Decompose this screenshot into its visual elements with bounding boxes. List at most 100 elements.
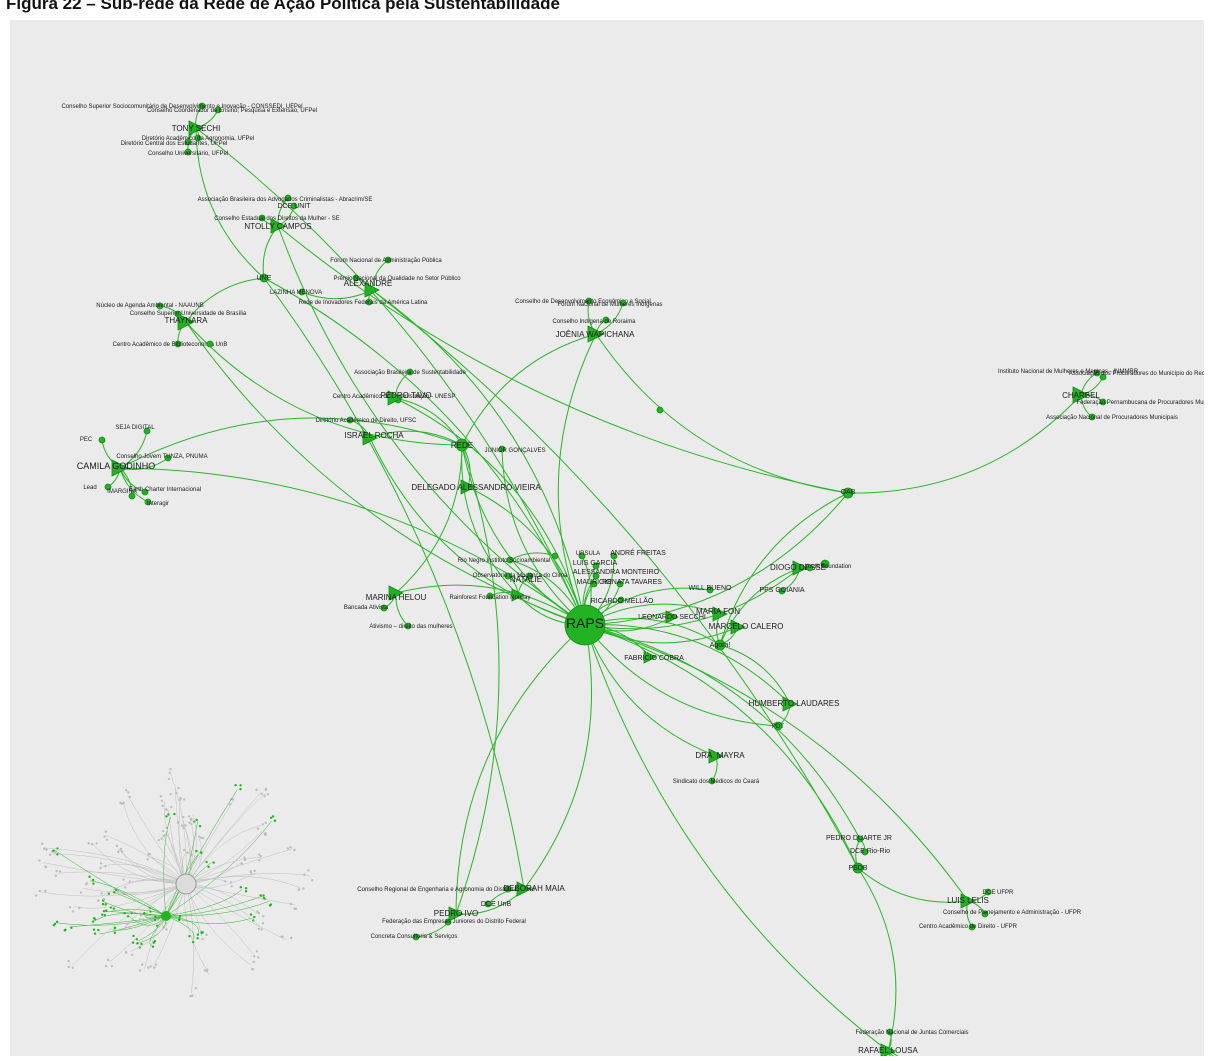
node-cons_ufpr[interactable]: Conselho de Planejamento e Administração…	[943, 910, 1082, 918]
node-pedro_ivo[interactable]: PEDRO IVO	[434, 906, 478, 922]
node-fenaju[interactable]: Federação Nacional de Juntas Comerciais	[855, 1028, 969, 1036]
node-une[interactable]: UNE	[257, 273, 272, 283]
node-rede_inov[interactable]: Rede de Inovadores Federais da América L…	[299, 298, 428, 306]
node-ricardo[interactable]: RICARDO MELLÃO	[591, 596, 654, 605]
node-pdt[interactable]: PDT	[772, 721, 784, 731]
node-deb_maia[interactable]: DEBORAH MAIA	[503, 881, 565, 897]
node-dce_ufpel[interactable]: Diretório Central dos Estudantes, UFPel	[121, 138, 228, 147]
node-rede[interactable]: REDE	[451, 438, 473, 452]
node-ifrs[interactable]	[656, 406, 664, 414]
node-luis_garcia[interactable]: LUIS GARCIA	[573, 560, 618, 570]
node-abracrim[interactable]: Associação Brasileira dos Advogados Crim…	[198, 194, 373, 203]
node-nolly[interactable]: NTOLLY CAMPOS	[244, 218, 312, 234]
minimap-node	[40, 842, 44, 846]
node-mayra[interactable]: DRA. MAYRA	[695, 748, 745, 764]
minimap-node	[297, 888, 300, 892]
node-interagir[interactable]: Interagir	[144, 498, 169, 507]
network-graph[interactable]: RAPS REDE OAB PSDB UNE PDT Agora! Conselho Univ…	[10, 20, 1204, 1056]
node-agora[interactable]: Agora!	[710, 639, 731, 651]
node-pedro_duarte[interactable]: PEDRO DUARTE JR	[826, 835, 892, 843]
node-natalie[interactable]: NATALIE	[510, 575, 542, 602]
node-concreta[interactable]: Concreta Consultoria & Serviços	[371, 933, 458, 941]
node-crea[interactable]: Conselho Regional de Engenharia e Agrono…	[357, 885, 535, 893]
node-earth[interactable]: Earth Charter Internacional	[129, 487, 201, 496]
node-dir_agro[interactable]: Diretório Acadêmico da Agronomia, UFPel	[142, 134, 254, 142]
node-ca_unb2[interactable]	[206, 340, 214, 348]
node-pedro_tavo[interactable]: PEDRO TAVO	[380, 390, 432, 406]
node-junior[interactable]: JUNIOR GONÇALVES	[485, 445, 546, 454]
node-instituto_c[interactable]	[551, 552, 559, 560]
node-sind_med[interactable]: Sindicato dos Médicos do Ceará	[673, 777, 760, 785]
minimap-edge	[96, 913, 167, 921]
node-assoc_proc_recife[interactable]: Associação dos Procuradores do Município…	[1069, 371, 1204, 381]
node-label: Conselho de Desenvolvimento Econômico e …	[515, 299, 651, 305]
node-alexandre[interactable]: ALEXANDRE	[344, 279, 392, 298]
graph-panel[interactable]: RAPS REDE OAB PSDB UNE PDT Agora! Conselho Univ…	[10, 20, 1204, 1056]
node-dce_unit[interactable]: DCE UNIT	[277, 202, 311, 210]
node-assoc_sust[interactable]: Associação Brasileira de Sustentabilidad…	[354, 368, 467, 376]
node-lead[interactable]: Lead	[83, 483, 112, 491]
node-alessandra[interactable]: ALESSANDRA MONTEIRO	[573, 569, 660, 580]
minimap-node	[101, 913, 104, 916]
node-cfp[interactable]	[820, 559, 830, 569]
node-israel[interactable]: ISRAEL ROCHA	[344, 430, 404, 446]
node-joenia[interactable]: JOÊNIA WAPICHANA	[556, 325, 635, 343]
node-cir[interactable]: Conselho Indígena de Roraima	[552, 316, 636, 325]
node-will[interactable]: WILL BUENO	[689, 585, 732, 594]
node-luis_lelis[interactable]: LUIS LELIS	[947, 893, 989, 909]
node-ativismo[interactable]: Ativismo – direito das mulheres	[369, 622, 453, 630]
node-delegado[interactable]: DELEGADO ALESSANDRO VIEIRA	[411, 479, 541, 495]
node-leonardo[interactable]: LEONARDO SECCHI	[638, 610, 706, 624]
node-dir_ufsc[interactable]: Diretório Acadêmico de Direito, UFSC	[316, 416, 417, 424]
node-pec[interactable]: PEC	[80, 436, 106, 444]
node-renata[interactable]: RENATA TAVARES	[602, 579, 662, 588]
node-psdb[interactable]: PSDB	[848, 862, 868, 874]
node-rainforest[interactable]: Rainforest Foundation Norway	[449, 592, 531, 601]
node-diogo[interactable]: DIOGO DESSE	[770, 560, 826, 576]
node-maria_fon[interactable]: MARIA FON	[696, 606, 740, 622]
node-forum_indig[interactable]: Fórum Nacional de Mulheres Indígenas	[557, 299, 663, 308]
node-seja_digital[interactable]: SEJA DIGITAL	[115, 425, 155, 435]
node-lazinha[interactable]: LAZINHA MENOVA	[270, 288, 322, 296]
node-tony[interactable]: TONY SECHI	[172, 120, 221, 136]
node-ca_unb[interactable]: Centro Acadêmico de Biblioteconomia UnB	[113, 340, 228, 348]
node-charbel[interactable]: CHARBEL	[1062, 386, 1100, 404]
node-fnap[interactable]: Fórum Nacional de Administração Pública	[330, 256, 442, 264]
node-ipartners[interactable]: IMARGINA	[107, 489, 137, 500]
node-fabricio[interactable]: FABRICIO COBRA	[624, 650, 684, 664]
node-raps[interactable]: RAPS	[564, 604, 606, 646]
node-mudanca[interactable]: Observatório da Mudança do Clima	[473, 572, 568, 580]
node-thaynara[interactable]: THAYNARA	[165, 313, 209, 331]
node-rio_negro[interactable]: Rio Negro Instituto Socioambiental	[458, 556, 550, 564]
node-consuni_ufpel[interactable]: Conselho Universitário, UFPel	[148, 148, 228, 157]
node-tunza[interactable]: Conselho Jovem TUNZA, PNUMA	[116, 454, 208, 462]
node-cedm[interactable]: Conselho Estadual dos Direitos da Mulher…	[214, 214, 340, 222]
node-fed_emp[interactable]: Federação das Empresas Juniores do Distr…	[382, 918, 526, 926]
node-humberto[interactable]: HUMBERTO LAUDARES	[749, 696, 840, 712]
node-dce_unb[interactable]: DCE UnB	[481, 900, 512, 908]
node-cons_desenv[interactable]: Conselho de Desenvolvimento Econômico e …	[515, 297, 651, 305]
node-consed_ufpel[interactable]: Conselho Superior Sociocomunitário de De…	[61, 102, 303, 110]
node-rafael[interactable]: RAFAEL LOUSA	[858, 1043, 919, 1056]
node-oc[interactable]	[526, 572, 534, 580]
node-ppsgoiania[interactable]: PPS GOIANIA	[759, 587, 805, 595]
node-naaunb[interactable]: Núcleo de Agenda Ambiental - NAAUNB	[96, 302, 204, 310]
node-andre_freitas[interactable]: ANDRÉ FREITAS	[610, 548, 666, 560]
node-mauricio[interactable]: MAURICIO	[577, 579, 613, 588]
minimap-overview[interactable]	[35, 768, 314, 998]
node-found[interactable]: Youth Foundation	[805, 564, 852, 572]
node-bancada[interactable]: Bancada Ativista	[344, 604, 389, 612]
node-inmmrr[interactable]: Instituto Nacional de Mulheres e Meninas…	[998, 369, 1139, 377]
node-ca_ufpr[interactable]: Centro Acadêmico de Direito - UFPR	[919, 923, 1018, 931]
node-cpe_ufpel[interactable]: Conselho Coordenador de Ensino, Pesquisa…	[147, 106, 317, 114]
node-oab[interactable]: OAB	[841, 487, 856, 499]
node-camila[interactable]: CAMILA GODINHO	[77, 459, 156, 477]
node-ursula[interactable]: URSULA	[576, 551, 600, 560]
node-dce_ufpr[interactable]: DCE UFPR	[983, 888, 1014, 896]
node-anpm[interactable]: Associação Nacional de Procuradores Muni…	[1046, 413, 1178, 421]
node-dce_rio[interactable]: DCE Rio-Rio	[850, 848, 890, 856]
node-marcelo[interactable]: MARCELO CALERO	[709, 619, 784, 635]
node-marina[interactable]: MARINA HELOU	[366, 585, 427, 602]
node-fed_pern[interactable]: Federação Pernambucana de Procuradores M…	[1076, 398, 1204, 406]
node-pnqsp[interactable]: Prêmio Nacional da Qualidade no Setor Pú…	[333, 274, 461, 282]
